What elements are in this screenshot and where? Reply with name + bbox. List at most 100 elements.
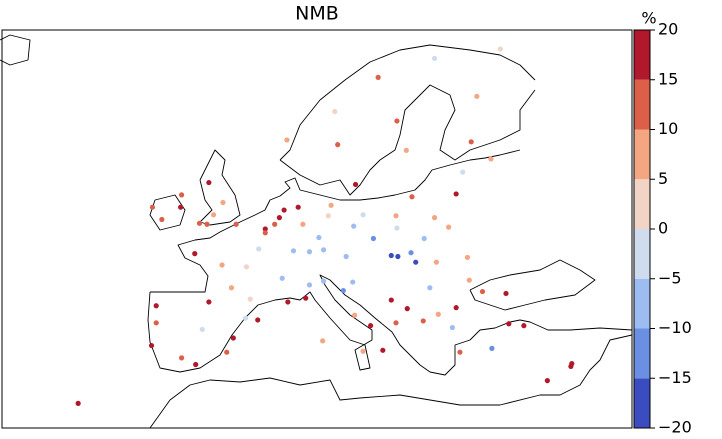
station-marker: [228, 285, 235, 291]
colorbar-tick-label: −15: [658, 368, 692, 387]
station-marker: [388, 297, 394, 303]
station-marker: [408, 250, 414, 256]
colorbar-tick-label: 15: [658, 69, 678, 88]
station-marker: [375, 74, 381, 80]
colorbar-tick-label: 5: [658, 169, 668, 188]
station-marker: [404, 306, 410, 312]
station-marker: [281, 207, 287, 213]
station-marker: [343, 253, 349, 260]
station-marker: [196, 220, 203, 226]
colorbar-bin: [634, 278, 650, 329]
station-marker: [446, 224, 452, 230]
station-marker: [255, 317, 261, 323]
station-marker: [256, 246, 262, 252]
station-marker: [325, 213, 331, 219]
station-marker: [474, 93, 480, 99]
station-marker: [497, 46, 503, 52]
station-marker: [220, 199, 226, 206]
station-marker: [431, 215, 438, 221]
station-marker: [335, 142, 341, 148]
station-marker: [466, 277, 472, 283]
station-marker: [506, 321, 512, 327]
station-marker: [394, 225, 400, 231]
station-marker: [148, 342, 155, 349]
colorbar-tick-label: 0: [658, 219, 668, 238]
colorbar-tick-label: −5: [658, 268, 682, 287]
colorbar-tick-label: 10: [658, 119, 678, 138]
colorbar-tick-label: −10: [658, 318, 692, 337]
station-marker: [468, 139, 474, 145]
colorbar-bin: [634, 378, 650, 428]
station-marker: [320, 338, 326, 344]
station-marker: [489, 345, 495, 351]
colorbar-tick-label: 20: [658, 20, 678, 39]
station-marker: [316, 234, 322, 241]
station-marker: [427, 285, 433, 291]
station-marker: [453, 191, 459, 197]
station-marker: [403, 147, 409, 153]
station-marker: [320, 278, 327, 284]
station-marker: [409, 194, 415, 200]
station-marker: [295, 204, 301, 210]
station-marker: [303, 295, 309, 301]
station-marker: [421, 235, 427, 242]
station-marker: [367, 323, 374, 329]
colorbar-bin: [634, 79, 650, 130]
colorbar-tick-label: −20: [658, 418, 692, 437]
station-marker: [488, 156, 494, 162]
station-marker: [320, 247, 327, 253]
station-marker: [394, 118, 400, 124]
station-marker: [395, 253, 401, 260]
colorbar-bin: [634, 328, 650, 379]
colorbar-bin: [634, 179, 650, 229]
map-frame: [1, 29, 633, 429]
station-marker: [503, 290, 509, 297]
station-marker: [431, 55, 438, 62]
station-marker: [352, 181, 359, 188]
station-marker: [153, 320, 159, 326]
station-marker: [285, 299, 291, 305]
station-marker: [544, 378, 550, 384]
station-marker: [284, 137, 290, 143]
station-marker: [457, 349, 463, 355]
station-marker: [230, 335, 236, 341]
station-marker: [178, 355, 185, 361]
station-marker: [242, 315, 249, 321]
station-marker: [350, 279, 356, 285]
station-marker: [351, 223, 357, 229]
station-marker: [290, 248, 297, 254]
station-marker: [206, 299, 212, 305]
station-marker: [435, 311, 441, 317]
station-marker: [272, 221, 278, 227]
station-marker: [340, 287, 346, 294]
station-marker: [332, 108, 338, 115]
station-marker: [464, 254, 471, 261]
station-marker: [279, 275, 285, 281]
station-marker: [521, 323, 527, 329]
station-marker: [204, 221, 210, 227]
station-marker: [306, 249, 313, 255]
station-marker: [453, 305, 459, 311]
station-marker: [370, 235, 377, 242]
station-marker: [206, 179, 212, 186]
colorbar-bin: [634, 30, 650, 80]
station-marker: [178, 204, 184, 210]
map-title: NMB: [295, 3, 339, 25]
coastlines: [0, 34, 633, 429]
station-marker: [262, 230, 268, 236]
colorbar-label: %: [641, 9, 656, 28]
station-marker: [224, 349, 230, 355]
station-marker: [243, 264, 250, 270]
station-marker: [479, 288, 486, 295]
station-marker: [247, 296, 253, 302]
station-marker: [360, 212, 366, 218]
station-marker: [352, 312, 358, 318]
station-marker: [210, 212, 217, 218]
station-marker: [75, 400, 81, 406]
station-marker: [192, 251, 198, 257]
station-marker: [569, 360, 575, 367]
station-marker: [449, 324, 456, 331]
station-marker: [300, 221, 306, 227]
station-marker: [380, 347, 386, 353]
station-marker: [328, 202, 334, 208]
